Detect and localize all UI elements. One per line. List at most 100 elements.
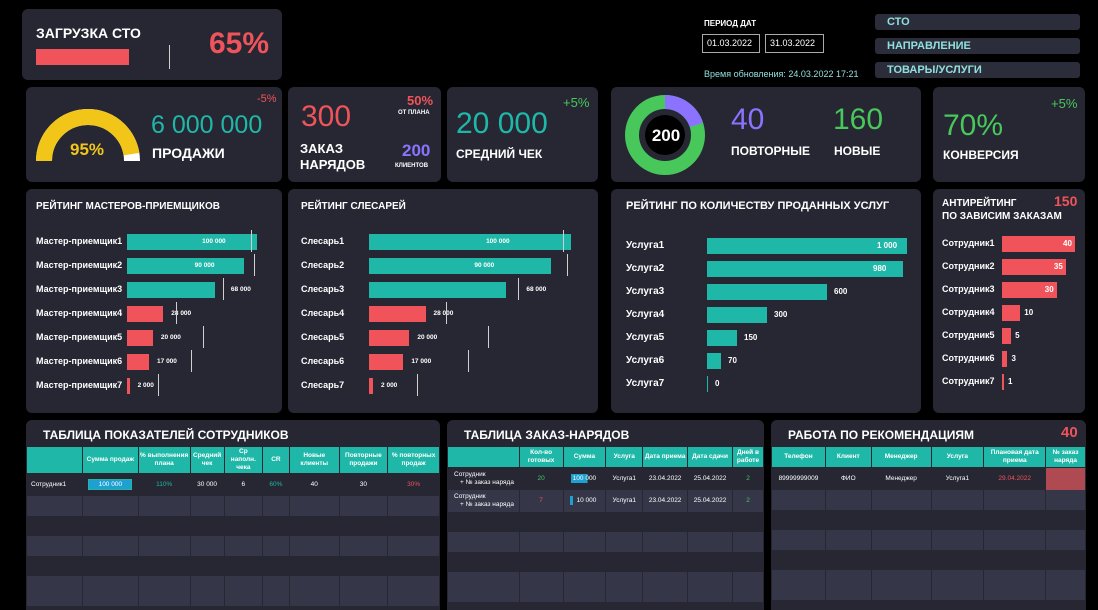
bar-label: Слесарь6 xyxy=(301,356,345,366)
bar[interactable] xyxy=(1002,374,1004,390)
ord-name-line1: Сотрудник xyxy=(454,470,486,478)
bar[interactable] xyxy=(127,306,164,322)
locksmiths-rating-title: РЕЙТИНГ СЛЕСАРЕЙ xyxy=(301,201,406,212)
bar[interactable] xyxy=(369,282,507,298)
bar[interactable] xyxy=(707,330,737,346)
conversion-panel: 70% КОНВЕРСИЯ +5% xyxy=(933,87,1085,182)
bar-value: 68 000 xyxy=(230,286,251,293)
avg-check-amount: 20 000 xyxy=(456,107,548,140)
filter-sto[interactable]: СТО xyxy=(875,14,1080,30)
bar[interactable] xyxy=(369,330,410,346)
bar[interactable] xyxy=(1002,236,1075,252)
date-from-input[interactable]: 01.03.2022 xyxy=(702,34,760,53)
bar-value: 2 000 xyxy=(137,382,154,389)
ord-days: 2 xyxy=(732,489,764,512)
bar[interactable] xyxy=(707,284,827,300)
conversion-value: 70% xyxy=(943,109,1004,142)
emp-col-avg: Средний чек xyxy=(189,446,225,474)
anti-rating-title-2: ПО ЗАВИСИМ ЗАКАЗАМ xyxy=(942,211,1062,222)
locksmiths-rating-chart: Слесарь1 100 000 Слесарь2 90 000 Слесарь3 68 … xyxy=(288,189,598,413)
employees-table: Сумма продаж % выполнения плана Средний … xyxy=(26,446,440,606)
bar[interactable] xyxy=(707,353,721,369)
bar[interactable] xyxy=(1002,305,1021,321)
bar[interactable] xyxy=(707,261,903,277)
bar[interactable] xyxy=(127,378,130,394)
load-title: ЗАГРУЗКА СТО xyxy=(36,25,141,41)
ord-name-line2: + № заказ наряда xyxy=(460,478,514,486)
services-rating-title: РЕЙТИНГ ПО КОЛИЧЕСТВУ ПРОДАННЫХ УСЛУГ xyxy=(626,200,890,212)
reco-phone: 89999999009 xyxy=(771,467,826,490)
reco-col-client: Клиент xyxy=(824,446,872,468)
bar-value: 3 xyxy=(1011,354,1016,363)
bar-value: 17 000 xyxy=(157,358,177,365)
bar[interactable] xyxy=(369,354,404,370)
table-row[interactable]: 89999999009 ФИО Менеджер Услуга1 29.04.2… xyxy=(771,467,1086,490)
bar-label: Слесарь3 xyxy=(301,284,345,294)
table-row[interactable]: Сотрудник1 100 000 110% 30 000 6 60% 40 … xyxy=(26,473,440,496)
bar[interactable] xyxy=(1002,259,1066,275)
reco-col-manager: Менеджер xyxy=(870,446,932,468)
masters-rating-chart: Мастер-приемщик1 100 000 Мастер-приемщик2 9… xyxy=(26,189,282,413)
sales-delta: -5% xyxy=(257,93,277,105)
ord-col-ready: Кол-во готовых xyxy=(518,446,564,468)
target-line xyxy=(417,374,419,396)
bar[interactable] xyxy=(1002,328,1012,344)
bar[interactable] xyxy=(369,306,426,322)
bar[interactable] xyxy=(127,282,216,298)
ord-days: 2 xyxy=(732,467,764,490)
donut-repeat-segment xyxy=(625,95,705,175)
reco-manager: Менеджер xyxy=(870,467,932,490)
bar[interactable] xyxy=(369,378,374,394)
masters-rating-panel: РЕЙТИНГ МАСТЕРОВ-ПРИЕМЩИКОВ Мастер-прием… xyxy=(26,189,282,413)
plan-label: ОТ ПЛАНА xyxy=(398,110,430,116)
bar-value: 600 xyxy=(834,287,848,296)
ord-name-line1: Сотрудник xyxy=(454,492,486,500)
bar-label: Слесарь5 xyxy=(301,332,345,342)
target-line xyxy=(222,278,224,300)
bar-value: 2 000 xyxy=(381,382,398,389)
bar[interactable] xyxy=(369,258,551,274)
bar-value: 20 000 xyxy=(417,334,438,341)
bar[interactable] xyxy=(707,307,767,323)
bar-value: 1 000 xyxy=(877,241,898,250)
ord-name-line2: + № заказ наряда xyxy=(460,500,514,508)
target-line xyxy=(203,326,205,348)
table-row xyxy=(771,569,1086,600)
reco-order-no[interactable] xyxy=(1045,467,1086,490)
bar-value: 0 xyxy=(715,379,720,388)
clients-panel: 200 40 ПОВТОРНЫЕ 160 НОВЫЕ xyxy=(611,87,921,182)
date-to-input[interactable]: 31.03.2022 xyxy=(765,34,824,53)
target-line xyxy=(158,374,160,396)
filter-goods-services[interactable]: ТОВАРЫ/УСЛУГИ xyxy=(875,62,1080,78)
table-row xyxy=(26,535,440,556)
bar[interactable] xyxy=(1002,282,1057,298)
orders-table: Кол-во готовых Сумма Услуга Дата приема … xyxy=(447,446,764,602)
reco-client: ФИО xyxy=(824,467,872,490)
bar-label: Услуга4 xyxy=(626,309,665,320)
bar[interactable] xyxy=(1002,351,1008,367)
target-line xyxy=(176,302,178,324)
ord-ready: 7 xyxy=(518,489,564,512)
bar[interactable] xyxy=(127,234,257,250)
table-row[interactable]: Сотрудник + № заказ наряда 20 100 000 Усл… xyxy=(447,467,764,490)
reco-col-phone: Телефон xyxy=(771,446,826,468)
bar-label: Мастер-приемщик2 xyxy=(36,260,123,270)
bar-label: Сотрудник2 xyxy=(942,261,995,271)
bar[interactable] xyxy=(369,234,571,250)
bar[interactable] xyxy=(127,330,153,346)
filter-direction[interactable]: НАПРАВЛЕНИЕ xyxy=(875,38,1080,54)
bar[interactable] xyxy=(707,238,907,254)
table-row[interactable]: Сотрудник + № заказ наряда 7 10 000 Услуг… xyxy=(447,489,764,512)
bar-label: Мастер-приемщик4 xyxy=(36,308,123,318)
emp-col-name xyxy=(26,446,83,474)
bar[interactable] xyxy=(127,354,150,370)
sales-gauge xyxy=(36,109,140,162)
ord-col-days: Дней в работе xyxy=(732,446,764,468)
bar[interactable] xyxy=(127,258,244,274)
bar-value: 17 000 xyxy=(411,358,432,365)
bar-value: 100 000 xyxy=(486,238,510,245)
bar[interactable] xyxy=(707,376,708,392)
emp-sales-bar: 100 000 xyxy=(88,479,133,491)
target-line xyxy=(488,326,490,348)
target-line xyxy=(467,350,469,372)
